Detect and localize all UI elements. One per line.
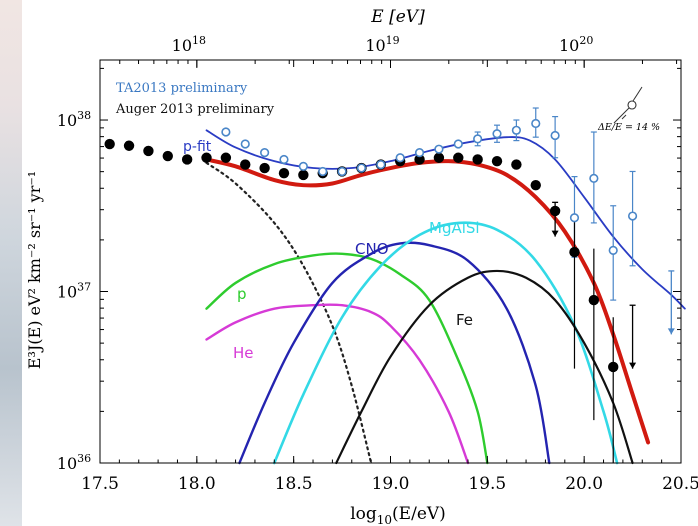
energy-scale-tick (621, 114, 627, 120)
top-axis-label: E [eV] (370, 7, 425, 27)
ta-point (550, 130, 560, 141)
energy-scale-marker (627, 100, 637, 110)
ta-upper-limit-head (667, 328, 675, 335)
curve-total (204, 157, 651, 445)
auger-point (220, 152, 232, 163)
ta-point (240, 139, 250, 149)
curve-label-p: p (237, 285, 247, 303)
auger-point (143, 145, 154, 157)
ta-point (376, 160, 386, 170)
auger-point (298, 169, 309, 181)
pfit-label: p-fit (183, 139, 212, 155)
ta-point (434, 144, 444, 154)
curve-mgalsi (273, 221, 619, 465)
auger-upper-limit-head (629, 362, 637, 369)
curve-label-mgalsi: MgAlSi (429, 219, 480, 237)
auger-point (181, 154, 193, 165)
y-tick-label: 1038 (57, 109, 91, 130)
x-tick-label: 17.5 (81, 474, 119, 494)
ta-point (318, 166, 328, 177)
curve-cno (238, 241, 551, 465)
y-axis-label: E³J(E) eV² km⁻² sr⁻¹ yr⁻¹ (25, 171, 44, 369)
auger-point (259, 162, 270, 174)
top-tick-label: 1018 (172, 34, 206, 55)
curve-label-he: He (233, 344, 254, 362)
curve-label-cno: CNO (355, 240, 389, 258)
auger-point (472, 154, 483, 165)
ta-point (356, 163, 367, 173)
auger-point (511, 159, 522, 170)
energy-scale-line (632, 86, 643, 102)
ta-point (221, 127, 231, 137)
x-axis-label: log10(E/eV) (350, 504, 446, 526)
ta-point (589, 173, 599, 183)
auger-point (569, 246, 580, 258)
auger-point (433, 152, 445, 163)
ta-point (337, 166, 347, 177)
curve-fe (335, 269, 634, 465)
curve-galactic (205, 161, 373, 465)
auger-point (162, 150, 173, 162)
top-tick-label: 1019 (365, 34, 399, 55)
energy-scale-label: ΔE/E = 14 % (597, 122, 660, 133)
legend-ta: TA2013 preliminary (116, 81, 248, 96)
ta-point (279, 154, 289, 165)
auger-point (588, 294, 600, 306)
auger-point (414, 154, 425, 165)
ta-point (414, 148, 425, 158)
auger-point (549, 205, 561, 217)
x-tick-label: 20.0 (565, 474, 603, 494)
curve-p (205, 252, 489, 465)
x-tick-label: 20.5 (662, 474, 698, 494)
ta-point (298, 161, 308, 171)
y-tick-label: 1036 (57, 452, 91, 473)
y-tick-label: 1037 (57, 281, 91, 302)
ta-point (473, 134, 483, 144)
auger-point (453, 152, 464, 163)
x-tick-label: 19.0 (372, 474, 410, 494)
auger-point (201, 152, 212, 163)
auger-upper-limit-head (551, 230, 559, 237)
auger-point (608, 361, 619, 373)
curve-he (205, 303, 470, 465)
auger-point (123, 140, 135, 151)
curve-label-fe: Fe (456, 311, 473, 329)
curve-p-fit (205, 129, 686, 310)
auger-point (530, 179, 541, 191)
ta-point (569, 213, 580, 223)
ta-point (531, 118, 541, 129)
ta-point (260, 148, 270, 158)
auger-point (491, 155, 503, 167)
top-tick-label: 1020 (559, 34, 593, 55)
ta-point (608, 245, 618, 255)
x-tick-label: 18.0 (178, 474, 216, 494)
legend-auger: Auger 2013 preliminary (115, 102, 275, 117)
ta-point (395, 153, 405, 163)
ta-point (453, 139, 463, 149)
x-tick-label: 18.5 (275, 474, 313, 494)
auger-point (104, 138, 115, 150)
auger-point (240, 159, 251, 170)
x-tick-label: 19.5 (468, 474, 506, 494)
ta-point (627, 211, 638, 221)
auger-point (278, 167, 290, 179)
ta-point (492, 129, 502, 139)
ta-point (511, 125, 521, 135)
